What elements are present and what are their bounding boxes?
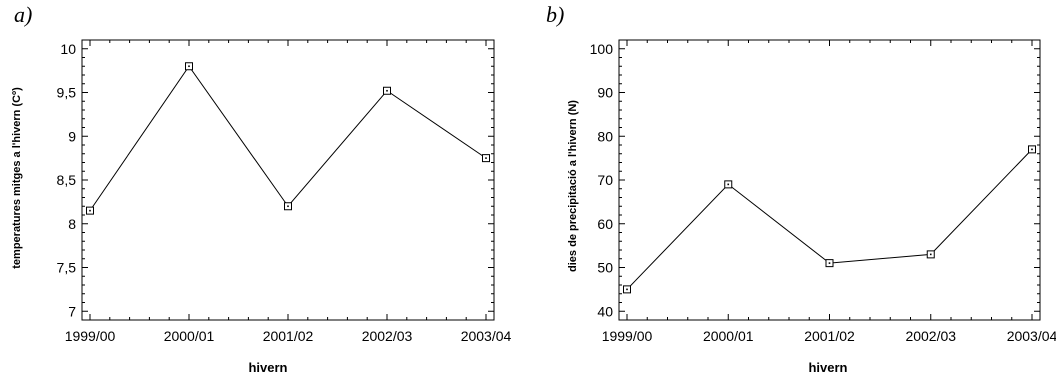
panel-b-x-tick-label: 2000/01 [703, 328, 754, 344]
panel-b-y-tick-label: 100 [590, 41, 614, 57]
panel-a-x-tick-label: 2002/03 [362, 328, 413, 344]
panel-b-y-axis-title: dies de precipitació a l'hivern (N) [567, 100, 579, 272]
panel-b-data-point-center [1031, 148, 1033, 151]
panel-b-y-tick-label: 90 [597, 85, 613, 101]
panel-a-y-tick-label: 8 [68, 216, 76, 232]
panel-b-data-point-center [929, 253, 932, 256]
panel-b-x-tick-label: 2003/04 [1007, 328, 1056, 344]
panel-a-x-tick-label: 1999/00 [65, 328, 116, 344]
panel-a-temperature-chart: a) hivern temperatures mitges a l'hivern… [11, 2, 512, 375]
panel-a-data-point-center [485, 157, 487, 159]
panel-b-label: b) [546, 2, 564, 27]
panel-b-data-point-center [828, 262, 831, 264]
panel-b-series-line [626, 149, 1033, 290]
panel-a-label: a) [14, 2, 32, 27]
panel-a-y-axis-title: temperatures mitges a l'hivern (Cº) [11, 87, 23, 269]
panel-b-x-tick-label: 2002/03 [905, 328, 956, 344]
panel-a-y-tick-label: 9,5 [57, 85, 77, 101]
panel-a-y-tick-label: 8,5 [57, 172, 77, 188]
panel-b-data-point-center [727, 183, 730, 186]
panel-a-x-axis-title: hivern [248, 360, 287, 375]
panel-a-data-point-center [287, 205, 289, 208]
panel-a-data-point-center [188, 65, 190, 68]
panel-b-plot-frame [618, 39, 1041, 321]
panel-a-x-tick-label: 2003/04 [461, 328, 512, 344]
panel-a-data-point-center [89, 209, 91, 212]
panel-a-y-tick-label: 10 [60, 41, 76, 57]
panel-a-plot-frame [81, 39, 495, 321]
panel-b-x-tick-label: 1999/00 [602, 328, 653, 344]
panel-b-precipitation-chart: b) hivern dies de precipitació a l'hiver… [546, 2, 1056, 375]
panel-a-x-tick-label: 2000/01 [164, 328, 215, 344]
panel-b-y-tick-label: 50 [597, 260, 613, 276]
panel-a-series-line [89, 65, 487, 211]
panel-a-y-tick-label: 7 [68, 303, 76, 319]
panel-b-y-tick-label: 40 [597, 303, 613, 319]
panel-a-y-tick-label: 7,5 [57, 260, 77, 276]
panel-a-y-tick-label: 9 [68, 128, 76, 144]
panel-b-x-axis-title: hivern [808, 360, 847, 375]
panel-b-y-tick-label: 80 [597, 128, 613, 144]
panel-a-data-point-center [386, 89, 388, 92]
panel-b-y-tick-label: 60 [597, 216, 613, 232]
panel-b-y-tick-label: 70 [597, 172, 613, 188]
panel-a-x-tick-label: 2001/02 [263, 328, 314, 344]
panel-b-data-point-center [626, 288, 628, 291]
panel-b-x-tick-label: 2001/02 [804, 328, 855, 344]
